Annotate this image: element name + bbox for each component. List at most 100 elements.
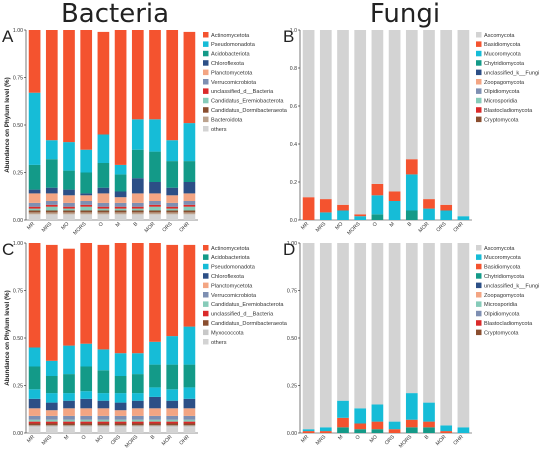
bar-segment-acidobacteriota bbox=[166, 161, 179, 188]
bar-segment-pseudomonadota bbox=[131, 353, 144, 375]
bacteria-title: Bacteria bbox=[61, 0, 169, 29]
bar-segment-candidatus-eremiobacterota bbox=[97, 208, 110, 211]
legend-swatch bbox=[203, 292, 209, 298]
bar-segment-basidiomycota bbox=[337, 204, 349, 211]
bar-segment-mucoromycota bbox=[319, 212, 332, 220]
legend-label: Chytridiomycota bbox=[484, 274, 525, 280]
bar-segment-acidobacteriota bbox=[63, 170, 75, 190]
bar-segment-acidobacteriota bbox=[131, 374, 144, 394]
bar-segment-actinomycetota bbox=[63, 30, 75, 143]
bar-segment-candidatus-dormibacteraeota bbox=[80, 210, 93, 213]
bar-segment-unclassified-d-bacteria bbox=[183, 204, 196, 207]
x-tick-label: O bbox=[81, 434, 88, 441]
bar-segment-candidatus-eremiobacterota bbox=[80, 206, 93, 211]
legend-label: Blastocladiomycota bbox=[484, 108, 533, 114]
bar-segment-candidatus-dormibacteraeota bbox=[166, 210, 179, 213]
bar-segment-planctomycetota bbox=[183, 408, 196, 416]
legend-label: Myxococcota bbox=[211, 330, 245, 336]
bar-segment-myxococcota bbox=[183, 425, 196, 428]
x-tick-label: MRS bbox=[41, 434, 54, 447]
bar-segment-mucoromycota bbox=[337, 400, 349, 418]
bar-segment-pseudomonadota bbox=[63, 345, 75, 375]
bar-segment-ascomycota bbox=[337, 30, 349, 205]
bar-segment-bacteroidota bbox=[114, 212, 127, 215]
x-tick-label: ORS bbox=[161, 221, 174, 234]
bar-segment-pseudomonadota bbox=[183, 387, 196, 399]
bar-segment-candidatus-dormibacteraeota bbox=[166, 423, 179, 426]
x-tick-label: MORS bbox=[72, 221, 88, 237]
bar-segment-chytridiomycota bbox=[405, 210, 418, 220]
bar-segment-basidiomycota bbox=[319, 431, 332, 433]
bar-segment-basidiomycota bbox=[371, 421, 384, 430]
bar-segment-chloroflexota bbox=[63, 189, 75, 196]
bar-segment-actinomycetota bbox=[45, 244, 58, 361]
bar-segment-planctomycetota bbox=[45, 410, 58, 416]
bar-segment-myxococcota bbox=[149, 425, 161, 428]
legend-swatch bbox=[203, 320, 209, 326]
legend-swatch bbox=[203, 88, 209, 94]
bar-segment-unclassified-d-bacteria bbox=[45, 204, 58, 207]
bar-segment-acidobacteriota bbox=[183, 364, 196, 388]
bar-segment-ascomycota bbox=[423, 243, 435, 403]
y-axis-label: Abundance on Phylum level (%) bbox=[4, 77, 11, 173]
bar-segment-ascomycota bbox=[388, 30, 401, 192]
y-tick-label: 0.00 bbox=[287, 431, 297, 437]
bar-segment-others bbox=[114, 214, 127, 220]
bar-segment-unclassified-d-bacteria bbox=[166, 421, 179, 424]
legend-swatch bbox=[476, 60, 482, 66]
bar-segment-actinomycetota bbox=[183, 244, 196, 327]
x-tick-label: MORS bbox=[346, 221, 362, 237]
bar-segment-basidiomycota bbox=[423, 421, 435, 428]
bar-segment-acidobacteriota bbox=[131, 149, 144, 179]
fungi-title: Fungi bbox=[370, 0, 440, 29]
x-tick-label: O bbox=[355, 434, 362, 441]
bar-segment-unclassified-d-bacteria bbox=[97, 206, 110, 209]
bar-segment-candidatus-eremiobacterota bbox=[45, 206, 58, 211]
legend-label: Blastocladiomycota bbox=[484, 321, 533, 327]
y-tick-label: 0.75 bbox=[13, 288, 23, 294]
bar-segment-chytridiomycota bbox=[405, 427, 418, 433]
bar-segment-myxococcota bbox=[114, 425, 127, 428]
bar-segment-pseudomonadota bbox=[183, 326, 196, 365]
x-tick-label: MOR bbox=[144, 221, 157, 234]
x-tick-label: B bbox=[133, 221, 140, 228]
legend-label: Microsporidia bbox=[484, 302, 518, 308]
bar-segment-chloroflexota bbox=[80, 193, 93, 196]
bar-segment-unclassified-d-bacteria bbox=[166, 206, 179, 209]
bar-segment-pseudomonadota bbox=[166, 389, 179, 401]
bar-segment-unclassified-d-bacteria bbox=[63, 206, 75, 209]
bar-segment-ascomycota bbox=[405, 243, 418, 394]
bar-segment-unclassified-d-bacteria bbox=[28, 206, 41, 209]
bar-segment-chloroflexota bbox=[28, 398, 41, 409]
y-tick-label: 0.25 bbox=[13, 170, 23, 176]
legend-swatch bbox=[476, 32, 482, 38]
bar-segment-acidobacteriota bbox=[80, 172, 93, 194]
bar-segment-candidatus-eremiobacterota bbox=[149, 206, 161, 211]
bar-segment-bacteroidota bbox=[97, 212, 110, 215]
bar-segment-chloroflexota bbox=[45, 402, 58, 411]
bar-segment-verrucomicrobiota bbox=[97, 202, 110, 207]
bar-segment-mucoromycota bbox=[440, 425, 453, 432]
bar-segment-ascomycota bbox=[302, 243, 315, 430]
bar-segment-unclassified-d-bacteria bbox=[63, 421, 75, 424]
bar-segment-chytridiomycota bbox=[337, 427, 349, 433]
bar-segment-chloroflexota bbox=[97, 400, 110, 409]
bar-segment-pseudomonadota bbox=[97, 134, 110, 163]
bar-segment-bacteroidota bbox=[131, 212, 144, 215]
legend-swatch bbox=[476, 301, 482, 307]
x-tick-label: ORS bbox=[435, 221, 448, 234]
bar-segment-unclassified-d-bacteria bbox=[97, 421, 110, 424]
bar-segment-basidiomycota bbox=[302, 197, 315, 220]
bar-segment-chloroflexota bbox=[97, 187, 110, 194]
x-tick-label: ORS bbox=[384, 434, 397, 447]
bar-segment-candidatus-dormibacteraeota bbox=[149, 210, 161, 213]
y-tick-label: 1.00 bbox=[13, 28, 23, 34]
bar-segment-pseudomonadota bbox=[28, 389, 41, 399]
x-tick-label: O bbox=[372, 221, 379, 228]
y-tick-label: 0.75 bbox=[13, 75, 23, 81]
bar-segment-candidatus-dormibacteraeota bbox=[149, 423, 161, 426]
legend-label: Bacteroidota bbox=[211, 117, 243, 123]
legend-swatch bbox=[476, 79, 482, 85]
y-tick-label: 0.50 bbox=[13, 336, 23, 342]
